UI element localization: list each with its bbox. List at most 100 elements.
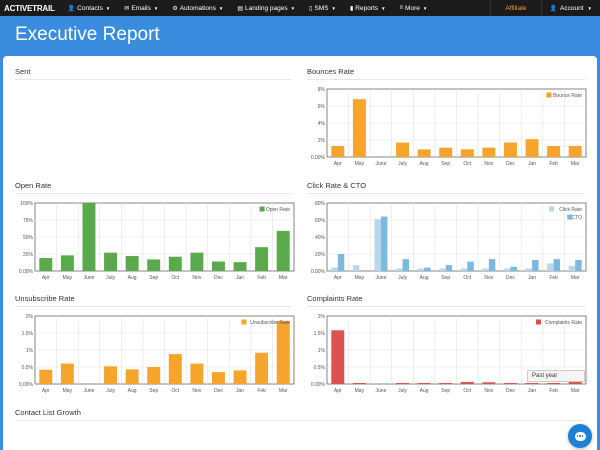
x-tick-label: Sep xyxy=(441,161,450,167)
top-navbar: ACTIVETRAIL 👤 Contacts ▼ ✉ Emails ▼ ⚙ Automatio… xyxy=(0,0,600,16)
nav-item-more[interactable]: ≡ More ▼ xyxy=(393,0,435,16)
chat-button[interactable] xyxy=(568,424,592,448)
nav-item-landing-pages[interactable]: ▤ Landing pages ▼ xyxy=(230,0,302,16)
bar-apr[interactable] xyxy=(337,254,345,271)
x-tick-label: Oct xyxy=(463,275,471,281)
bar-nov[interactable] xyxy=(482,147,496,157)
bar-apr[interactable] xyxy=(331,267,338,271)
bar-oct[interactable] xyxy=(467,261,474,271)
period-select[interactable]: Past year xyxy=(527,370,585,382)
bar-oct[interactable] xyxy=(460,149,474,157)
bar-sep[interactable] xyxy=(439,268,446,271)
bar-dec[interactable] xyxy=(211,261,225,271)
bar-jan[interactable] xyxy=(525,382,539,384)
bar-july[interactable] xyxy=(104,366,118,384)
x-tick-label: June xyxy=(376,388,387,394)
nav-item-automations[interactable]: ⚙ Automations ▼ xyxy=(165,0,230,16)
nav-item-contacts[interactable]: 👤 Contacts ▼ xyxy=(61,0,118,16)
bar-feb[interactable] xyxy=(547,263,554,271)
bar-july[interactable] xyxy=(402,259,410,271)
bar-july[interactable] xyxy=(396,142,410,157)
bar-sep[interactable] xyxy=(147,367,161,384)
affiliate-link[interactable]: Affiliate xyxy=(490,0,542,16)
nav-item-sms[interactable]: ▯ SMS ▼ xyxy=(302,0,343,16)
bar-feb[interactable] xyxy=(255,247,269,271)
x-tick-label: Apr xyxy=(334,161,342,167)
bar-may[interactable] xyxy=(60,363,74,384)
x-tick-label: Nov xyxy=(192,388,201,394)
nav-item-reports[interactable]: ▮ Reports ▼ xyxy=(343,0,393,16)
bar-feb[interactable] xyxy=(255,352,269,384)
bar-apr[interactable] xyxy=(39,258,53,271)
x-tick-label: Apr xyxy=(334,275,342,281)
bar-apr[interactable] xyxy=(331,330,345,384)
bar-dec[interactable] xyxy=(503,268,511,271)
y-tick-label: 40% xyxy=(315,235,326,241)
bar-oct[interactable] xyxy=(168,354,182,384)
bar-nov[interactable] xyxy=(488,259,496,271)
x-tick-label: Apr xyxy=(42,388,50,394)
bar-dec[interactable] xyxy=(503,142,517,157)
bar-aug[interactable] xyxy=(417,149,431,157)
bar-may[interactable] xyxy=(352,265,360,271)
bar-aug[interactable] xyxy=(125,369,139,384)
bar-sep[interactable] xyxy=(445,265,453,271)
bar-july[interactable] xyxy=(396,268,403,271)
x-tick-label: Mar xyxy=(279,388,288,394)
bar-sep[interactable] xyxy=(439,147,453,157)
bar-apr[interactable] xyxy=(39,369,53,384)
bar-mar[interactable] xyxy=(276,321,290,384)
bar-jan[interactable] xyxy=(532,259,539,271)
bar-jan[interactable] xyxy=(233,262,247,271)
bar-dec[interactable] xyxy=(510,266,517,271)
bar-nov[interactable] xyxy=(190,363,204,384)
bar-aug[interactable] xyxy=(125,256,139,271)
x-tick-label: Nov xyxy=(484,275,493,281)
logo[interactable]: ACTIVETRAIL xyxy=(4,3,55,13)
chevron-down-icon: ▼ xyxy=(381,5,386,11)
bar-feb[interactable] xyxy=(547,382,561,384)
x-tick-label: Dec xyxy=(506,388,515,394)
x-tick-label: Oct xyxy=(463,161,471,167)
bar-nov[interactable] xyxy=(482,382,496,384)
bar-dec[interactable] xyxy=(503,382,517,384)
bar-june[interactable] xyxy=(380,216,388,271)
bar-oct[interactable] xyxy=(460,381,474,384)
bar-may[interactable] xyxy=(60,255,74,271)
bar-july[interactable] xyxy=(396,382,410,384)
bar-june[interactable] xyxy=(374,219,381,271)
bar-jan[interactable] xyxy=(525,268,533,271)
bar-aug[interactable] xyxy=(424,267,431,271)
bar-sep[interactable] xyxy=(439,382,453,384)
x-tick-label: July xyxy=(106,388,115,394)
account-menu[interactable]: 👤 Account ▼ xyxy=(542,5,600,12)
bar-jan[interactable] xyxy=(233,370,247,384)
bar-mar[interactable] xyxy=(276,230,290,271)
bar-feb[interactable] xyxy=(553,259,561,271)
bar-aug[interactable] xyxy=(417,382,431,384)
bar-feb[interactable] xyxy=(547,145,561,157)
bar-sep[interactable] xyxy=(147,259,161,271)
bar-aug[interactable] xyxy=(417,268,425,271)
y-tick-label: 75% xyxy=(23,218,34,224)
bar-apr[interactable] xyxy=(331,145,345,157)
bar-july[interactable] xyxy=(104,252,118,271)
bar-mar[interactable] xyxy=(568,381,582,384)
bar-nov[interactable] xyxy=(482,268,489,271)
bar-may[interactable] xyxy=(352,99,366,157)
nav-item-emails[interactable]: ✉ Emails ▼ xyxy=(117,0,165,16)
bar-may[interactable] xyxy=(352,382,366,384)
nav-item-label: Emails xyxy=(131,4,151,12)
bar-jan[interactable] xyxy=(525,139,539,157)
bar-june[interactable] xyxy=(82,203,96,271)
bar-mar[interactable] xyxy=(568,145,582,157)
bar-nov[interactable] xyxy=(190,252,204,271)
bar-oct[interactable] xyxy=(460,268,468,271)
bar-mar[interactable] xyxy=(575,259,582,271)
bar-dec[interactable] xyxy=(211,372,225,384)
bar-mar[interactable] xyxy=(568,265,576,271)
nav-item-label: Contacts xyxy=(77,4,103,12)
x-tick-label: Oct xyxy=(171,275,179,281)
bar-oct[interactable] xyxy=(168,256,182,271)
x-tick-label: Sep xyxy=(149,275,158,281)
